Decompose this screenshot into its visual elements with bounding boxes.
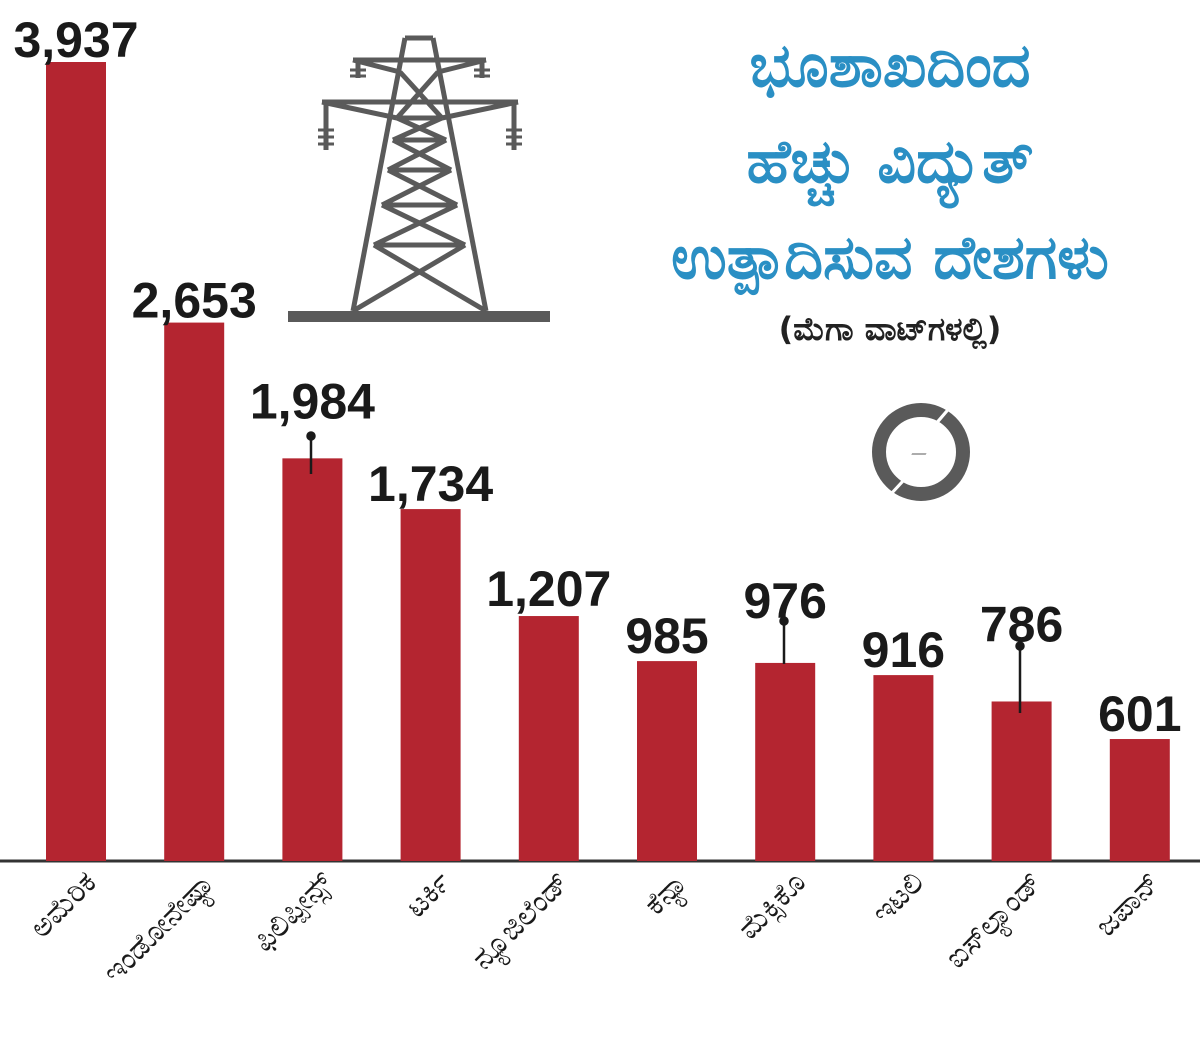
title-line-2: ಹೆಚ್ಚು ವಿದ್ಯುತ್ [746, 127, 1034, 197]
label-leaders [306, 431, 1025, 713]
bar-4 [400, 509, 461, 861]
bar-10 [1109, 739, 1170, 861]
value-label-10: 601 [1098, 686, 1181, 742]
category-label-10: ಜಪಾನ್ [1089, 865, 1168, 944]
category-label-2: ಇಂಡೋನೇಷ್ಯಾ [96, 865, 225, 994]
value-label-1: 3,937 [13, 12, 138, 68]
bar-6 [637, 661, 697, 861]
category-label-7: ಮೆಕ್ಸಿಕೊ [731, 865, 813, 947]
value-label-5: 1,207 [486, 561, 611, 617]
category-label-8: ಇಟಲಿ [865, 865, 931, 931]
category-label-9: ಐಸ್‌ಲ್ಯಾಂಡ್ [939, 865, 1053, 979]
title-line-1: ಭೂಶಾಖದಿಂದ [749, 31, 1031, 101]
bar-2 [164, 322, 225, 861]
chart-subtitle: (ಮೆಗಾ ವಾಟ್‌ಗಳಲ್ಲಿ) [778, 310, 1002, 348]
value-label-3: 1,984 [250, 373, 375, 429]
bar-9 [991, 701, 1052, 861]
title-line-3: ಉತ್ಪಾದಿಸುವ ದೇಶಗಳು [671, 223, 1109, 293]
bar-1 [46, 62, 106, 861]
category-label-5: ನ್ಯೂಜಿಲೆಂಡ್ [465, 865, 580, 980]
value-label-6: 985 [625, 608, 708, 664]
category-label-6: ಕೆನ್ಯಾ [637, 865, 698, 926]
lightning-bolt-icon [872, 397, 970, 510]
value-label-8: 916 [862, 622, 945, 678]
power-tower-icon [288, 35, 550, 322]
value-label-4: 1,734 [368, 456, 493, 512]
category-label-4: ಟರ್ಕಿ [399, 865, 459, 925]
chart-title: ಭೂಶಾಖದಿಂದ ಹೆಚ್ಚು ವಿದ್ಯುತ್ ಉತ್ಪಾದಿಸುವ ದೇಶ… [600, 18, 1180, 352]
bar-8 [873, 675, 934, 861]
bar-3 [282, 458, 343, 861]
bar-7 [755, 662, 816, 861]
category-label-1: ಅಮೆರಿಕ [23, 865, 103, 945]
bar-5 [518, 616, 579, 861]
value-label-2: 2,653 [132, 273, 257, 329]
category-label-3: ಫಿಲಿಪ್ಪೀನ್ಸ್ [246, 865, 340, 959]
